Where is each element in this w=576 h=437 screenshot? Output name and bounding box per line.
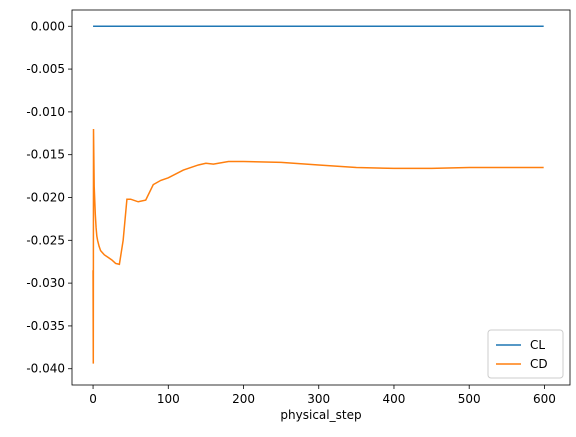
legend-label: CD xyxy=(530,357,548,371)
x-tick-label: 300 xyxy=(307,392,330,406)
x-tick-label: 600 xyxy=(533,392,556,406)
x-tick-label: 0 xyxy=(89,392,97,406)
x-axis-label: physical_step xyxy=(280,408,361,422)
legend-label: CL xyxy=(530,338,545,352)
legend-box xyxy=(487,329,564,379)
x-tick-label: 400 xyxy=(383,392,406,406)
y-tick-label: -0.020 xyxy=(26,191,65,205)
y-tick-label: -0.015 xyxy=(26,148,65,162)
y-tick-label: 0.000 xyxy=(31,19,65,33)
plot-frame xyxy=(71,9,571,386)
line-series xyxy=(92,129,544,364)
y-tick-label: -0.010 xyxy=(26,105,65,119)
y-tick-label: -0.035 xyxy=(26,319,65,333)
y-tick-label: -0.030 xyxy=(26,276,65,290)
y-tick-label: -0.040 xyxy=(26,362,65,376)
x-tick-label: 100 xyxy=(157,392,180,406)
x-tick-label: 500 xyxy=(458,392,481,406)
y-tick-label: -0.005 xyxy=(26,62,65,76)
y-tick-label: -0.025 xyxy=(26,233,65,247)
x-tick-label: 200 xyxy=(232,392,255,406)
